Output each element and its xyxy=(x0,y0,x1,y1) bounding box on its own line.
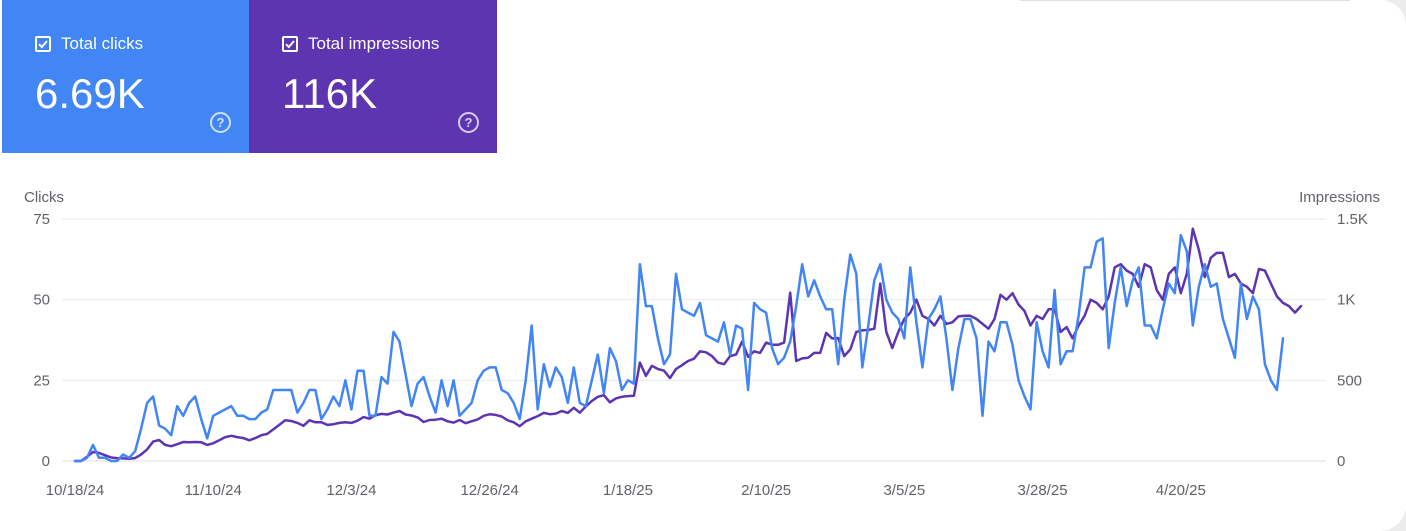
x-axis-tick-label: 11/10/24 xyxy=(185,482,242,499)
x-axis-tick-label: 3/5/25 xyxy=(883,482,925,499)
x-axis-tick-label: 4/20/25 xyxy=(1156,482,1206,499)
total-impressions-value: 116K xyxy=(282,70,377,117)
left-axis-label: Clicks xyxy=(24,189,64,206)
total-impressions-label: Total impressions xyxy=(308,34,440,53)
total-impressions-series-line xyxy=(73,227,1303,463)
x-axis-tick-label: 1/18/25 xyxy=(603,482,653,499)
right-axis-label: Impressions xyxy=(1299,189,1380,206)
total-clicks-card[interactable]: Total clicks 6.69K ? xyxy=(2,0,249,153)
right-axis-tick-label: 1.5K xyxy=(1337,211,1368,228)
divider xyxy=(1020,0,1350,1)
help-circle-icon[interactable]: ? xyxy=(458,112,479,133)
x-axis-tick-label: 3/28/25 xyxy=(1018,482,1068,499)
total-impressions-card[interactable]: Total impressions 116K ? xyxy=(249,0,497,153)
right-axis-tick-label: 500 xyxy=(1337,372,1362,389)
checkbox-checked-icon[interactable] xyxy=(282,36,298,52)
x-axis-tick-label: 2/10/25 xyxy=(741,482,791,499)
total-impressions-toggle[interactable]: Total impressions xyxy=(282,34,439,54)
right-axis-tick-label: 0 xyxy=(1337,453,1345,470)
x-axis-tick-label: 12/26/24 xyxy=(460,482,518,499)
left-axis-tick-label: 75 xyxy=(33,211,50,228)
x-axis-tick-label: 12/3/24 xyxy=(326,482,376,499)
right-axis-tick-label: 1K xyxy=(1337,292,1355,309)
total-clicks-toggle[interactable]: Total clicks xyxy=(35,34,143,54)
total-clicks-series-line xyxy=(73,233,1285,463)
total-clicks-label: Total clicks xyxy=(61,34,144,53)
checkbox-checked-icon[interactable] xyxy=(35,36,51,52)
x-axis-tick-label: 10/18/24 xyxy=(46,482,104,499)
total-clicks-value: 6.69K xyxy=(35,70,145,117)
left-axis-tick-label: 50 xyxy=(33,292,50,309)
left-axis-tick-label: 0 xyxy=(42,453,50,470)
left-axis-tick-label: 25 xyxy=(33,372,50,389)
help-circle-icon[interactable]: ? xyxy=(210,112,231,133)
